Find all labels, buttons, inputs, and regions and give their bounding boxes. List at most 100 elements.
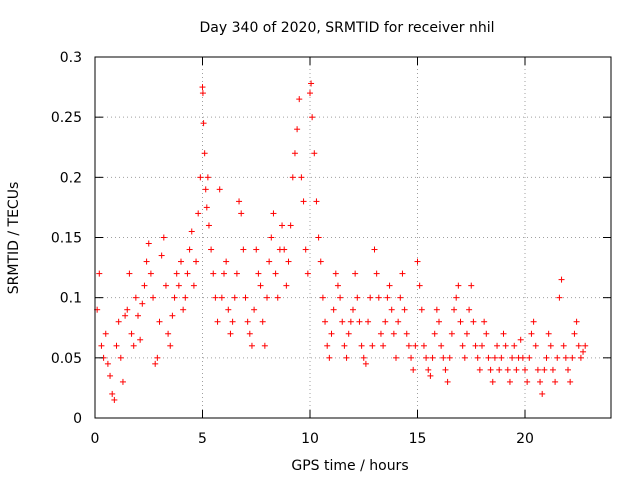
data-point [524, 378, 531, 385]
x-tick-label: 10 [301, 431, 319, 447]
data-point [143, 258, 150, 265]
data-point [199, 90, 206, 97]
data-point [272, 270, 279, 277]
data-point [208, 246, 215, 253]
data-point [539, 390, 546, 397]
data-point [178, 258, 184, 265]
data-point [530, 318, 537, 325]
data-point [565, 366, 571, 373]
data-point [270, 210, 277, 217]
data-point [433, 306, 440, 313]
data-point [429, 354, 436, 361]
data-point [457, 318, 464, 325]
data-point [126, 270, 133, 277]
data-point [360, 354, 367, 361]
data-point [414, 258, 421, 265]
data-point [554, 354, 561, 361]
data-point [526, 354, 533, 361]
data-point [509, 354, 516, 361]
data-point [474, 354, 481, 361]
data-point [221, 270, 227, 277]
chart-title: Day 340 of 2020, SRMTID for receiver nhi… [200, 20, 495, 36]
data-point [175, 282, 182, 289]
data-point [225, 306, 232, 313]
data-point [332, 270, 339, 277]
data-point [470, 318, 477, 325]
data-point [326, 354, 333, 361]
data-point [255, 270, 262, 277]
data-point [408, 354, 415, 361]
data-point [410, 366, 417, 373]
data-point [169, 312, 176, 319]
data-point [246, 330, 253, 337]
data-point [186, 246, 193, 253]
data-point [386, 282, 393, 289]
data-point [307, 90, 313, 97]
data-point [461, 354, 468, 361]
x-tick-label: 0 [91, 431, 100, 447]
data-point [298, 174, 305, 181]
data-point [487, 366, 494, 373]
data-point [451, 306, 458, 313]
data-point [313, 198, 320, 205]
data-point [98, 342, 105, 349]
data-point [423, 354, 430, 361]
data-point [248, 342, 255, 349]
data-point [115, 318, 122, 325]
data-point [489, 378, 496, 385]
data-point [130, 342, 137, 349]
data-point [440, 354, 447, 361]
data-point [384, 294, 391, 301]
data-point [322, 318, 329, 325]
data-point [328, 330, 335, 337]
data-point [500, 330, 507, 337]
data-point [283, 282, 290, 289]
data-point [122, 312, 129, 319]
data-point [403, 330, 410, 337]
data-point [341, 342, 348, 349]
data-point [476, 366, 483, 373]
data-point [147, 270, 154, 277]
data-point [251, 306, 258, 313]
grid-lines [95, 57, 611, 418]
data-point [491, 354, 498, 361]
data-point [522, 366, 528, 373]
data-point [575, 342, 582, 349]
data-point [468, 282, 475, 289]
data-point [184, 270, 191, 277]
data-point [182, 294, 189, 301]
data-point [569, 354, 576, 361]
data-point [420, 342, 427, 349]
data-point [214, 318, 221, 325]
data-point [436, 318, 442, 325]
data-point [324, 342, 331, 349]
data-point [395, 318, 402, 325]
data-point [479, 342, 485, 349]
data-point [212, 294, 219, 301]
data-point [365, 318, 372, 325]
data-point [223, 258, 230, 265]
data-point [315, 234, 322, 241]
data-point [393, 354, 399, 361]
data-point [504, 366, 511, 373]
data-point [279, 222, 286, 229]
y-tick-label: 0.25 [51, 110, 82, 126]
data-point [519, 354, 526, 361]
data-point [339, 318, 346, 325]
data-point [158, 252, 165, 259]
data-point [139, 300, 146, 307]
data-point [152, 360, 159, 367]
data-point [128, 330, 135, 337]
data-point [453, 294, 460, 301]
data-point [511, 342, 518, 349]
data-point [373, 270, 380, 277]
data-point [577, 354, 584, 361]
data-point [107, 372, 114, 379]
data-point [418, 306, 425, 313]
data-point [287, 222, 294, 229]
data-point [442, 366, 449, 373]
data-point [259, 318, 266, 325]
data-point [337, 294, 344, 301]
data-point [132, 294, 139, 301]
data-point [195, 210, 202, 217]
